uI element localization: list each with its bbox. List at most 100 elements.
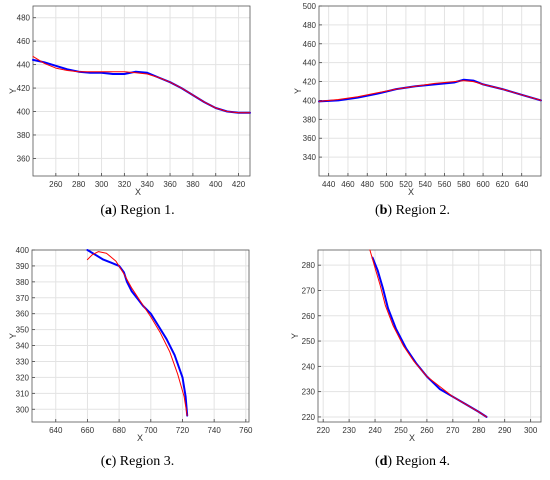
tick-label-x-d: 290 [498,426,512,435]
tick-label-x-c: 720 [176,426,190,435]
tick-label-y-b: 400 [303,96,317,105]
tick-label-y-b: 440 [303,59,317,68]
tick-label-y-c: 380 [16,278,30,287]
tick-label-y-c: 370 [16,294,30,303]
tick-label-y-b: 460 [303,40,317,49]
tick-label-x-c: 680 [112,426,126,435]
tick-label-x-b: 640 [515,180,529,189]
axis-label-x-a: X [135,187,141,197]
caption-d-letter: d [379,454,388,469]
panel-d: 220 230 240 250 260 270 280 290 300 220 230 240 250 2… [275,240,550,480]
caption-b-text: Region 2. [395,203,451,218]
tick-label-x-d: 270 [446,426,460,435]
axis-label-y-a: Y [8,88,18,94]
panel-b: 440 460 480 500 520 540 560 580 600 620 640 340 360 3… [275,0,550,240]
tick-label-x-c: 660 [81,426,95,435]
tick-label-y-c: 300 [16,405,30,414]
tick-label-y-a: 400 [17,108,31,117]
axis-label-y-c: Y [8,333,18,339]
tick-label-x-b: 600 [476,180,490,189]
caption-a: (a) Region 1. [100,203,175,218]
tick-label-y-c: 320 [16,373,30,382]
fitted-line-d [369,249,487,418]
tick-label-y-d: 260 [302,312,316,321]
tick-label-y-b: 420 [303,78,317,87]
tick-label-x-b: 540 [418,180,432,189]
plot-area-d [318,250,541,422]
tick-label-x-d: 280 [472,426,486,435]
axis-label-x-c: X [137,433,143,443]
axis-label-y-b: Y [293,88,303,94]
caption-b-letter: b [379,203,388,218]
tick-label-y-d: 240 [302,362,316,371]
fitted-line-c [86,251,188,417]
tick-label-x-d: 250 [394,426,408,435]
tick-label-y-a: 420 [17,84,31,93]
tick-label-x-a: 260 [49,180,63,189]
panel-c: 640 660 680 700 720 740 760 300 310 320 330 340 350 3… [0,240,275,480]
caption-c: (c) Region 3. [100,454,175,469]
tick-label-y-a: 360 [17,154,31,163]
plot-area-a [33,6,250,176]
caption-a-text: Region 1. [120,203,175,218]
plot-frame-d [317,249,542,423]
tick-label-x-d: 220 [317,426,331,435]
caption-a-letter: a [105,203,113,218]
caption-b: (b) Region 2. [374,203,451,218]
tick-label-y-c: 400 [16,246,30,255]
tick-label-x-b: 580 [457,180,471,189]
tick-label-x-a: 420 [232,180,246,189]
tick-label-y-d: 280 [302,261,316,270]
tick-label-y-d: 220 [302,413,316,422]
tick-label-x-b: 480 [361,180,375,189]
caption-c-letter: c [105,454,112,469]
tick-label-y-c: 340 [16,342,30,351]
tick-label-y-d: 250 [302,337,316,346]
tick-label-x-b: 440 [322,180,336,189]
axis-label-x-b: X [408,187,414,197]
tick-label-x-c: 700 [144,426,158,435]
tick-label-x-b: 520 [399,180,413,189]
plot-frame-a [32,5,251,177]
tick-label-x-b: 560 [438,180,452,189]
tick-label-y-d: 270 [302,286,316,295]
tick-label-y-b: 480 [303,21,317,30]
plot-area-b [319,6,541,176]
tick-label-x-d: 260 [420,426,434,435]
fitted-line-a [32,55,251,114]
tick-label-x-d: 240 [368,426,382,435]
tick-label-x-a: 300 [95,180,109,189]
chart-b: 440 460 480 500 520 540 560 580 600 620 640 340 360 3… [293,2,542,197]
tick-label-y-c: 350 [16,326,30,335]
chart-d: 220 230 240 250 260 270 280 290 300 220 230 240 250 2… [290,249,542,443]
tick-label-y-b: 500 [303,2,317,11]
tick-label-y-a: 460 [17,37,31,46]
chart-a: 260 280 300 320 340 360 380 400 420 360 380 400 420 4… [8,5,251,197]
tick-label-y-c: 310 [16,389,30,398]
tick-label-x-a: 280 [72,180,86,189]
tick-label-y-a: 440 [17,61,31,70]
tick-label-y-c: 390 [16,262,30,271]
chart-c: 640 660 680 700 720 740 760 300 310 320 330 340 350 3… [8,246,253,443]
tick-label-y-d: 230 [302,388,316,397]
tick-label-y-c: 330 [16,357,30,366]
caption-d-text: Region 4. [395,454,451,469]
measured-line-c [86,249,189,417]
plot-frame-b [318,5,542,177]
tick-label-x-c: 640 [49,426,63,435]
axis-label-x-d: X [409,433,415,443]
caption-d: (d) Region 4. [374,454,451,469]
tick-label-y-a: 480 [17,14,31,23]
tick-label-x-d: 230 [342,426,356,435]
tick-label-y-b: 380 [303,115,317,124]
tick-label-y-c: 360 [16,310,30,319]
tick-label-x-c: 760 [239,426,253,435]
tick-label-x-a: 400 [209,180,223,189]
tick-label-x-a: 360 [163,180,177,189]
tick-label-x-b: 460 [341,180,355,189]
axis-label-y-d: Y [290,333,300,339]
tick-label-x-a: 380 [186,180,200,189]
panel-a: 260 280 300 320 340 360 380 400 420 360 380 400 420 4… [0,0,275,240]
plot-area-c [32,250,249,422]
fitted-line-b [318,80,542,102]
